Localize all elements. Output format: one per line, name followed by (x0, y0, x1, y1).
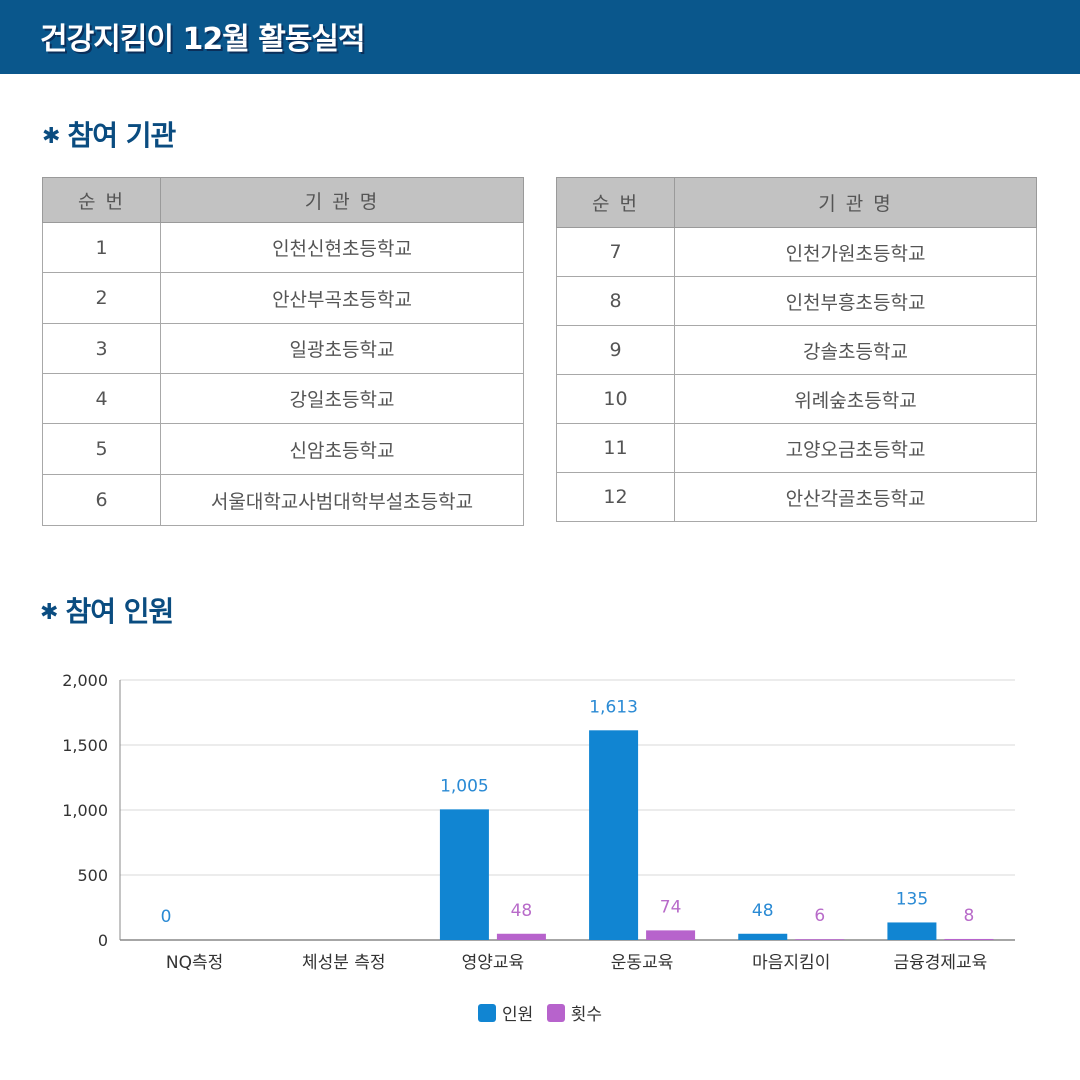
table-row: 7 인천가원초등학교 (556, 227, 1037, 277)
x-tick-label: 운동교육 (611, 953, 674, 973)
table-row: 12 안산각골초등학교 (556, 472, 1037, 522)
header-banner: 건강지킴이 12월 활동실적 (0, 0, 1080, 74)
institution-name: 인천가원초등학교 (674, 227, 1037, 277)
data-label-people: 1,005 (440, 776, 489, 796)
data-label-sessions: 6 (814, 906, 825, 926)
table-row: 11 고양오금초등학교 (556, 423, 1037, 473)
y-tick-label: 500 (77, 866, 108, 885)
table-row: 5 신암초등학교 (42, 423, 524, 475)
x-tick-label: 영양교육 (462, 953, 525, 973)
row-number: 2 (42, 272, 161, 324)
section-title-participants-text: 참여 인원 (65, 595, 174, 628)
table-row: 3 일광초등학교 (42, 323, 524, 374)
data-label-sessions: 74 (660, 897, 682, 917)
institution-name: 위례숲초등학교 (674, 374, 1037, 424)
institution-name: 강일초등학교 (160, 373, 524, 424)
row-number: 9 (556, 325, 675, 375)
row-number: 1 (42, 222, 161, 273)
x-tick-label: NQ측정 (166, 953, 223, 973)
institution-name: 안산각골초등학교 (674, 472, 1037, 522)
table-row: 1 인천신현초등학교 (42, 222, 524, 273)
institution-name: 인천부흥초등학교 (674, 276, 1037, 326)
row-number: 3 (42, 323, 161, 374)
table-header-row: 순 번 기 관 명 (42, 177, 524, 223)
table-row: 2 안산부곡초등학교 (42, 272, 524, 324)
y-tick-label: 1,500 (62, 736, 108, 755)
asterisk-icon: ✱ (40, 600, 58, 625)
institution-name: 인천신현초등학교 (160, 222, 524, 273)
row-number: 5 (42, 423, 161, 475)
table-row: 10 위례숲초등학교 (556, 374, 1037, 424)
institution-name: 서울대학교사범대학부설초등학교 (160, 474, 524, 526)
row-number: 10 (556, 374, 675, 424)
table-row: 8 인천부흥초등학교 (556, 276, 1037, 326)
row-number: 8 (556, 276, 675, 326)
x-tick-label: 체성분 측정 (302, 953, 386, 973)
section-title-participants: ✱ 참여 인원 (40, 590, 174, 630)
x-tick-label: 마음지킴이 (752, 953, 830, 973)
column-header-name: 기 관 명 (674, 177, 1037, 228)
bar-sessions (496, 933, 546, 940)
legend-item-people: 인원 (478, 1000, 533, 1025)
y-tick-label: 0 (98, 931, 108, 950)
x-tick-label: 금융경제교육 (893, 953, 987, 973)
y-tick-label: 2,000 (62, 671, 108, 690)
legend-swatch-people (478, 1003, 497, 1022)
legend-swatch-sessions (546, 1003, 565, 1022)
legend-label-sessions: 횟수 (570, 1005, 602, 1025)
column-header-number: 순 번 (556, 177, 675, 228)
asterisk-icon: ✱ (42, 124, 60, 149)
data-label-sessions: 48 (511, 901, 533, 921)
bar-people (589, 730, 639, 940)
chart-legend: 인원 횟수 (0, 1000, 1080, 1027)
data-label-sessions: 8 (964, 906, 975, 926)
institution-name: 신암초등학교 (160, 423, 524, 475)
section-title-institutions: ✱ 참여 기관 (42, 114, 176, 154)
bar-sessions (944, 938, 994, 940)
bar-people (439, 809, 489, 940)
data-label-people: 0 (161, 907, 172, 927)
bar-chart: 0 500 1,000 1,500 2,000 NQ측정 0 체성분 측정 영양교육 1,005 4… (62, 671, 1015, 973)
column-header-name: 기 관 명 (160, 177, 524, 223)
legend-item-sessions: 횟수 (546, 1000, 602, 1025)
data-label-people: 135 (896, 889, 928, 909)
row-number: 12 (556, 472, 675, 522)
row-number: 11 (556, 423, 675, 473)
data-label-people: 1,613 (589, 697, 638, 717)
data-label-people: 48 (752, 901, 774, 921)
bar-people (887, 922, 937, 940)
table-row: 6 서울대학교사범대학부설초등학교 (42, 474, 524, 526)
bar-sessions (795, 939, 845, 940)
table-header-row: 순 번 기 관 명 (556, 177, 1037, 228)
y-tick-label: 1,000 (62, 801, 108, 820)
institution-table-right: 순 번 기 관 명 7 인천가원초등학교 8 인천부흥초등학교 9 강솔초등학교 10… (556, 177, 1037, 522)
legend-label-people: 인원 (502, 1005, 534, 1025)
institution-name: 안산부곡초등학교 (160, 272, 524, 324)
bar-sessions (646, 930, 696, 940)
institution-name: 고양오금초등학교 (674, 423, 1037, 473)
table-row: 4 강일초등학교 (42, 373, 524, 424)
institution-name: 강솔초등학교 (674, 325, 1037, 375)
row-number: 6 (42, 474, 161, 526)
section-title-institutions-text: 참여 기관 (67, 119, 176, 152)
page-title: 건강지킴이 12월 활동실적 (40, 22, 366, 57)
institution-name: 일광초등학교 (160, 323, 524, 374)
bar-people (738, 933, 788, 940)
row-number: 7 (556, 227, 675, 277)
column-header-number: 순 번 (42, 177, 161, 223)
table-row: 9 강솔초등학교 (556, 325, 1037, 375)
row-number: 4 (42, 373, 161, 424)
